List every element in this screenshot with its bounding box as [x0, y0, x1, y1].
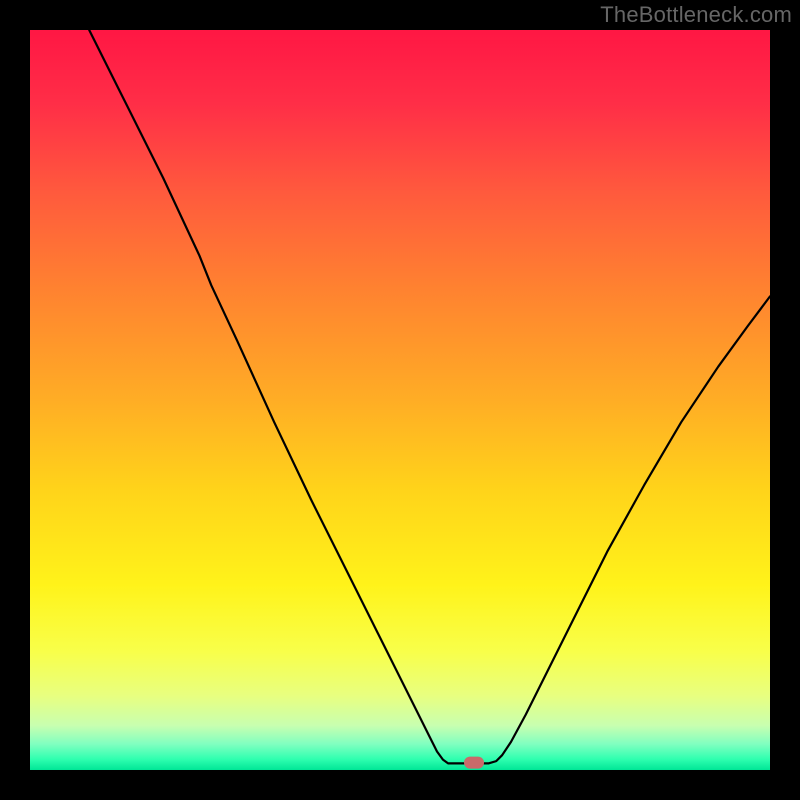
- plot-area-gradient: [30, 30, 770, 770]
- bottleneck-marker: [464, 757, 484, 769]
- watermark-label: TheBottleneck.com: [600, 2, 792, 28]
- bottleneck-chart: [0, 0, 800, 800]
- chart-container: TheBottleneck.com: [0, 0, 800, 800]
